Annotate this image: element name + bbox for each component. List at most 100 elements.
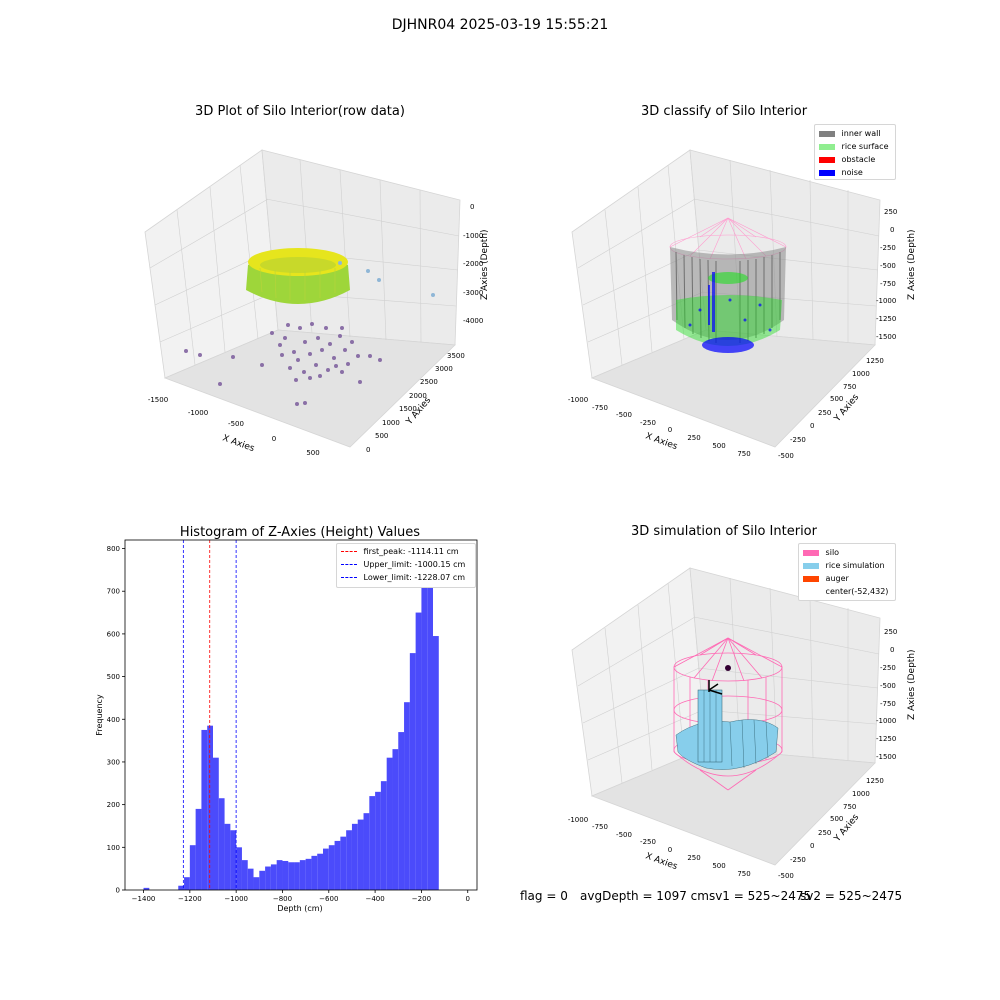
simulation-ytick: -500 (778, 872, 794, 880)
simulation-xtick: 250 (687, 854, 700, 862)
histogram-xtick-label: −800 (273, 895, 292, 903)
classify-ztick: -1500 (876, 333, 896, 341)
simulation-xtick: -250 (640, 838, 656, 846)
classify-xtick: 500 (712, 442, 725, 450)
legend-label: center(-52,432) (825, 587, 889, 596)
histogram-bar (299, 860, 306, 890)
histogram-bar (288, 862, 295, 890)
simulation-ytick: -250 (790, 856, 806, 864)
histogram-bar (305, 858, 312, 890)
classify-xtick: -500 (616, 411, 632, 419)
legend-entry: auger (803, 574, 849, 583)
simulation-plot-title: 3D simulation of Silo Interior (631, 524, 817, 539)
histogram-xtick-label: −600 (319, 895, 338, 903)
legend-swatch (803, 562, 819, 569)
histogram-bar (346, 830, 352, 890)
raw-ztick: -4000 (463, 317, 483, 325)
histogram-bar (334, 840, 341, 890)
simulation-ztick: -1500 (876, 753, 896, 761)
histogram-bar (351, 823, 358, 890)
classify-xtick: 250 (687, 434, 700, 442)
histogram-bar (230, 830, 237, 890)
histogram-ytick-label: 500 (107, 673, 120, 681)
classify-ztick: -1250 (876, 315, 896, 323)
histogram-bar (380, 781, 387, 890)
simulation-xtick: 500 (712, 862, 725, 870)
classify-ztick: -250 (880, 244, 896, 252)
classify-ytick: 0 (810, 422, 814, 430)
simulation-ztick: -750 (880, 700, 896, 708)
histogram-bar (143, 887, 150, 890)
histogram-bar (340, 836, 347, 890)
legend-label: Upper_limit: -1000.15 cm (363, 560, 466, 569)
histogram-bar (404, 702, 410, 890)
histogram-bar (317, 853, 323, 890)
legend-swatch (803, 589, 819, 595)
raw-xtick: -500 (228, 420, 244, 428)
simulation-xtick: -1000 (568, 816, 588, 824)
classify-ztick: 250 (884, 208, 897, 216)
raw-ztick: -1000 (463, 232, 483, 240)
simulation-xtick: 750 (737, 870, 750, 878)
legend-entry: inner wall (819, 129, 881, 138)
simulation-ztick: -250 (880, 664, 896, 672)
classify-ytick: 1250 (866, 357, 884, 365)
raw-zlabel: Z Axies (Depth) (480, 229, 490, 300)
classify-zlabel: Z Axies (Depth) (907, 229, 917, 300)
raw-ytick: 2000 (409, 392, 427, 400)
flag-text: flag = 0 (520, 889, 568, 903)
raw-xtick: 500 (306, 449, 319, 457)
raw-ytick: 2500 (420, 378, 438, 386)
legend-entry: rice simulation (803, 561, 885, 570)
classify-xtick: -250 (640, 419, 656, 427)
legend-entry: Lower_limit: -1228.07 cm (341, 573, 465, 582)
histogram-ytick-label: 200 (107, 801, 120, 809)
histogram-bar (311, 855, 318, 890)
legend-swatch (803, 575, 819, 582)
legend-entry: silo (803, 548, 839, 557)
histogram-xtick-label: −400 (365, 895, 384, 903)
legend-label: silo (825, 548, 840, 557)
histogram-bar (259, 870, 266, 890)
simulation-ytick: 250 (818, 829, 831, 837)
sv2-text: sv2 = 525~2475 (800, 889, 903, 903)
raw-ytick: 3000 (435, 365, 453, 373)
legend-label: rice simulation (825, 561, 885, 570)
classify-ztick: 0 (890, 226, 894, 234)
histogram-ytick-label: 400 (107, 716, 120, 724)
raw-xtick: -1000 (188, 409, 208, 417)
simulation-ytick: 1250 (866, 777, 884, 785)
avg-depth-text: avgDepth = 1097 cmsv1 = 525~2475 (580, 889, 812, 903)
classify-xtick: 0 (668, 426, 672, 434)
raw-plot-title: 3D Plot of Silo Interior(row data) (195, 104, 405, 119)
classify-xtick: 750 (737, 450, 750, 458)
legend-label: obstacle (841, 155, 876, 164)
histogram-bar (213, 757, 219, 890)
classify-ytick: 1000 (852, 370, 870, 378)
legend-entry: Upper_limit: -1000.15 cm (341, 560, 465, 569)
histogram-bar (323, 848, 329, 890)
histogram-frame (124, 539, 478, 891)
histogram-bar (270, 864, 277, 890)
histogram-bar (247, 868, 254, 890)
histogram-ytick-label: 700 (107, 588, 120, 596)
legend-entry: obstacle (819, 155, 875, 164)
simulation-legend: silo rice simulation auger center(-52,43… (798, 543, 896, 601)
histogram-bar (409, 653, 416, 890)
histogram-ytick-label: 800 (107, 545, 120, 553)
figure-title: DJHNR04 2025-03-19 15:55:21 (391, 17, 609, 33)
raw-ytick: 3500 (447, 352, 465, 360)
histogram-bar (241, 860, 248, 890)
histogram-xtick-label: −1200 (178, 895, 202, 903)
histogram-bar (328, 845, 335, 890)
simulation-ztick: -1000 (876, 717, 896, 725)
classify-plot-title: 3D classify of Silo Interior (640, 104, 808, 119)
histogram-ytick-label: 100 (107, 844, 120, 852)
histogram-bar (363, 813, 370, 890)
simulation-ytick: 1000 (852, 790, 870, 798)
legend-line (341, 564, 357, 565)
raw-ytick: 1500 (399, 405, 417, 413)
histogram-bar (253, 877, 260, 890)
raw-ytick: 0 (366, 446, 370, 454)
